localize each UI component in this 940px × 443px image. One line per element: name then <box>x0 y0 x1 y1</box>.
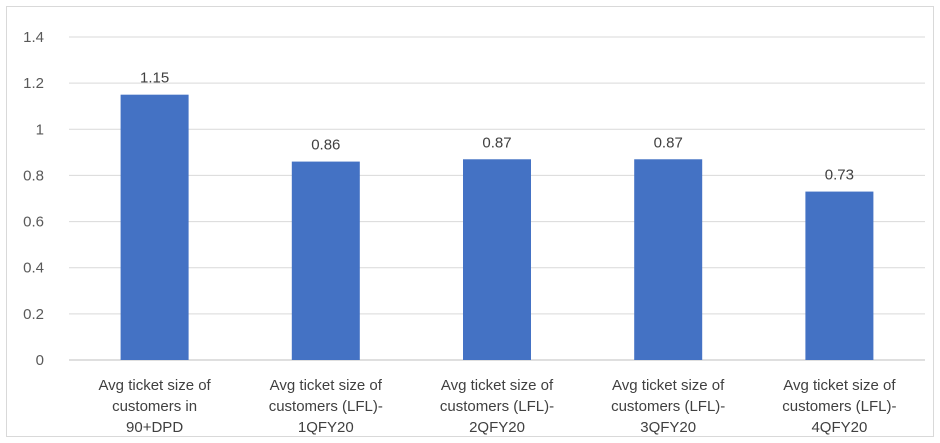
x-category-label: customers (LFL)- <box>269 398 383 415</box>
y-tick-label: 0.6 <box>23 214 44 231</box>
y-tick-label: 1.2 <box>23 75 44 92</box>
x-category-label: Avg ticket size of <box>98 377 211 394</box>
bar <box>463 159 531 360</box>
y-tick-label: 0.8 <box>23 167 44 184</box>
y-tick-label: 1.4 <box>23 29 44 46</box>
x-category-label: Avg ticket size of <box>612 377 725 394</box>
data-labels: 1.15 0.86 0.87 0.87 0.73 <box>140 70 854 184</box>
x-category-label: customers (LFL)- <box>440 398 554 415</box>
x-category-label: Avg ticket size of <box>783 377 896 394</box>
x-category-label: 1QFY20 <box>298 419 354 436</box>
bars <box>120 94 874 360</box>
x-category-label: customers (LFL)- <box>782 398 896 415</box>
x-category-label: customers (LFL)- <box>611 398 725 415</box>
data-label: 1.15 <box>140 70 169 87</box>
x-axis-category-labels: Avg ticket size of customers in 90+DPD Avg … <box>98 377 896 436</box>
data-label: 0.73 <box>825 167 854 184</box>
y-axis-tick-labels: 0 0.2 0.4 0.6 0.8 1 1.2 1.4 <box>23 29 44 369</box>
x-category-label: 4QFY20 <box>811 419 867 436</box>
bar <box>805 191 874 360</box>
bar <box>291 161 360 360</box>
data-label: 0.86 <box>311 137 340 154</box>
x-category-label: 3QFY20 <box>640 419 696 436</box>
data-label: 0.87 <box>654 134 683 151</box>
bar <box>634 159 703 360</box>
y-tick-label: 0.2 <box>23 306 44 323</box>
data-label: 0.87 <box>482 134 511 151</box>
y-tick-label: 0.4 <box>23 260 44 277</box>
chart-frame: 0 0.2 0.4 0.6 0.8 1 1.2 1.4 1.15 0.86 0.87 0.87 0.7… <box>6 6 934 437</box>
x-category-label: Avg ticket size of <box>441 377 554 394</box>
y-tick-label: 0 <box>36 352 44 369</box>
x-category-label: Avg ticket size of <box>270 377 383 394</box>
bar <box>120 94 189 360</box>
y-tick-label: 1 <box>36 121 44 138</box>
x-category-label: customers in <box>112 398 197 415</box>
x-category-label: 2QFY20 <box>469 419 525 436</box>
x-category-label: 90+DPD <box>126 419 183 436</box>
bar-chart: 0 0.2 0.4 0.6 0.8 1 1.2 1.4 1.15 0.86 0.87 0.87 0.7… <box>23 29 925 436</box>
